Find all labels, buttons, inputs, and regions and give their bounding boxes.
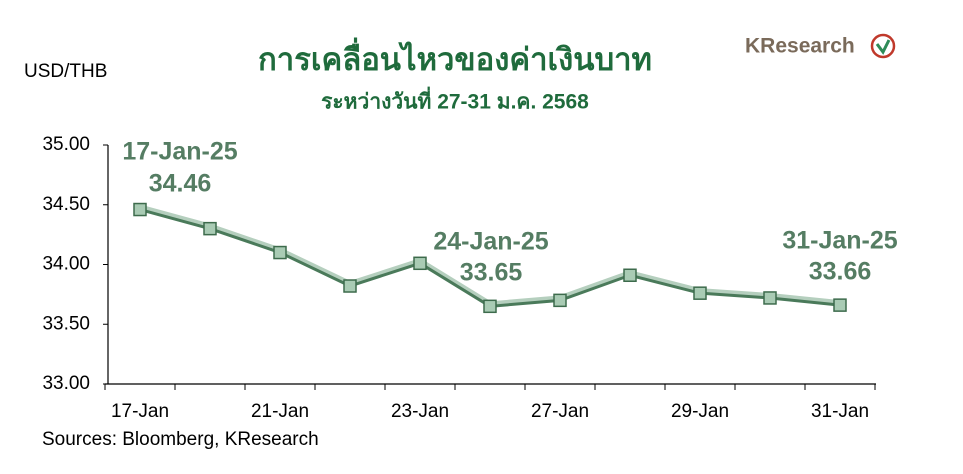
y-tick-label: 34.00 — [42, 254, 90, 275]
marker — [203, 221, 217, 236]
marker — [693, 286, 707, 300]
marker — [833, 298, 847, 312]
y-tick-label: 33.50 — [42, 313, 90, 334]
source-note: Sources: Bloomberg, KResearch — [42, 429, 319, 450]
annotation-value: 33.65 — [460, 259, 523, 287]
line-shadow — [139, 204, 841, 308]
x-tick-label: 27-Jan — [531, 401, 589, 422]
annotation-date: 24-Jan-25 — [433, 228, 548, 256]
marker — [623, 268, 637, 283]
y-tick-label: 33.00 — [42, 373, 90, 394]
x-tick-label: 31-Jan — [811, 401, 869, 422]
x-tick-label: 21-Jan — [251, 401, 309, 422]
chart-subtitle: ระหว่างวันที่ 27-31 ม.ค. 2568 — [321, 86, 589, 114]
x-tick-label: 23-Jan — [391, 401, 449, 422]
marker — [553, 293, 567, 308]
annotation-date: 31-Jan-25 — [782, 227, 897, 255]
annotation-date: 17-Jan-25 — [122, 138, 237, 166]
x-tick-label: 17-Jan — [111, 401, 169, 422]
logo-text: KResearch — [745, 35, 855, 58]
y-axis-label: USD/THB — [24, 61, 107, 82]
annotation-value: 33.66 — [809, 258, 872, 286]
marker — [763, 291, 777, 305]
y-tick-label: 34.50 — [42, 194, 90, 215]
marker — [413, 256, 427, 271]
marker — [133, 202, 147, 217]
marker — [483, 299, 497, 314]
annotation-value: 34.46 — [149, 170, 212, 198]
marker — [343, 279, 357, 293]
chart-title: การเคลื่อนไหวของค่าเงินบาท — [258, 37, 652, 77]
marker — [273, 245, 287, 260]
y-tick-label: 35.00 — [42, 134, 90, 155]
x-tick-label: 29-Jan — [671, 401, 729, 422]
logo-leaf — [875, 39, 891, 55]
